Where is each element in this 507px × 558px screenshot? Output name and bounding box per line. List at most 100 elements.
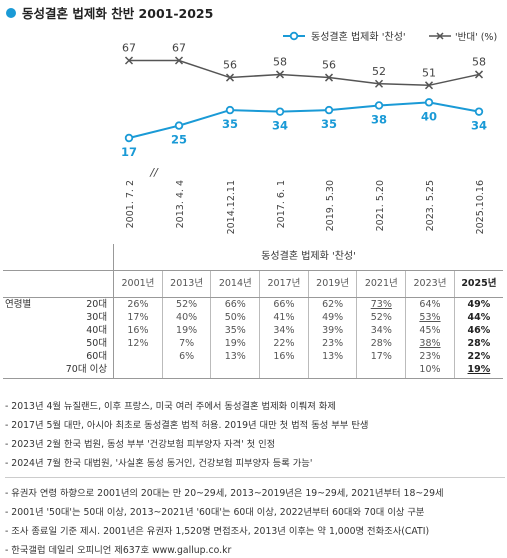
notes-divider <box>5 477 505 478</box>
page-title-text: 동성결혼 법제화 찬반 2001-2025 <box>22 6 214 21</box>
table-cell: 49% <box>453 297 503 311</box>
data-label-support: 35 <box>222 117 238 131</box>
note-line: - 2023년 2월 한국 법원, 동성 부부 '건강보험 피부양자 자격' 첫… <box>5 439 276 450</box>
table-cell: 38% <box>405 337 455 350</box>
data-label-oppose: 51 <box>422 66 436 79</box>
table-cell: 16% <box>113 324 163 337</box>
data-point-support <box>275 107 285 116</box>
x-tick-label: 2021. 5.20 <box>375 180 386 231</box>
note-line: - 2024년 7월 한국 대법원, '사실혼 동성 동거인, 건강보험 피부양… <box>5 458 313 469</box>
line-chart: 동성결혼 법제화 '찬성' '반대' (%) 17 25 35 34 35 38 40 34 67 6… <box>121 30 497 234</box>
table-cell: 28% <box>356 337 406 350</box>
table-cell: 22% <box>259 337 309 350</box>
note-line: - 2017년 5월 대만, 아시아 최초로 동성결혼 법적 허용. 2019년… <box>5 420 369 431</box>
data-point-support <box>225 105 235 115</box>
table-row-label: 70대 이상 <box>51 363 114 379</box>
data-point-oppose <box>324 73 334 82</box>
data-label-support: 34 <box>272 119 288 133</box>
data-label-oppose: 56 <box>322 59 336 72</box>
table-year-header: 2025년 <box>453 270 503 298</box>
axis-break-symbol: // <box>149 166 159 179</box>
title-bullet-icon <box>6 7 16 18</box>
footnote-line: - 조사 종료일 기준 제시. 2001년은 유권자 1,520명 면접조사, … <box>5 526 430 537</box>
table-cell: 22% <box>453 350 503 363</box>
table-row-label: 60대 <box>86 351 108 362</box>
x-tick-label: 2013. 4. 4 <box>175 180 186 228</box>
table-year-header: 2019년 <box>307 270 357 298</box>
data-label-support: 34 <box>471 119 487 133</box>
note-line: - 2013년 4월 뉴질랜드, 이후 프랑스, 미국 여러 주에서 동성결혼 … <box>5 401 336 412</box>
table-cell <box>307 363 357 379</box>
x-tick-label: 2001. 7. 2 <box>125 180 136 228</box>
table-row-group-label <box>3 324 52 337</box>
table-cell: 64% <box>405 297 455 311</box>
data-point-oppose <box>275 70 285 79</box>
table-cell: 52% <box>161 297 211 311</box>
footnote-line: - 2001년 '50대'는 50대 이상, 2013~2021년 '60대'는… <box>5 507 425 518</box>
table-cell <box>259 363 309 379</box>
table-cell: 17% <box>113 311 163 324</box>
x-tick-label: 2014.12.11 <box>226 180 237 234</box>
table-cell: 28% <box>453 337 503 350</box>
table-cell: 19% <box>210 337 260 350</box>
data-label-support: 35 <box>321 117 337 131</box>
table-cell: 13% <box>307 350 357 363</box>
table-cell: 40% <box>161 311 211 324</box>
data-point-oppose <box>225 73 235 82</box>
table-cell: 23% <box>405 350 455 363</box>
table-cell: 34% <box>356 324 406 337</box>
table-cell <box>113 363 163 379</box>
data-label-support: 38 <box>371 112 387 126</box>
table-cell: 19% <box>453 363 503 379</box>
data-point-support <box>124 133 134 143</box>
table-row-group-label: 연령별 <box>5 299 32 310</box>
data-point-oppose <box>124 56 134 65</box>
x-tick-label: 2019. 5.30 <box>325 180 336 231</box>
data-label-oppose: 52 <box>372 65 386 78</box>
legend-marker-oppose <box>436 32 444 40</box>
table-year-header: 2013년 <box>161 270 211 298</box>
table-row-group-label <box>3 311 52 324</box>
table-cell: 26% <box>113 297 163 311</box>
table-cell: 19% <box>161 324 211 337</box>
page-title: 동성결혼 법제화 찬반 2001-2025 <box>6 3 213 22</box>
x-tick-label: 2023. 5.25 <box>425 180 436 231</box>
series-line-oppose <box>129 59 480 87</box>
table-year-header: 2023년 <box>405 270 455 298</box>
notes-section: - 2013년 4월 뉴질랜드, 이후 프랑스, 미국 여러 주에서 동성결혼 … <box>5 397 505 558</box>
data-label-oppose: 58 <box>273 55 287 68</box>
table-cell: 44% <box>453 311 503 324</box>
table-row-label: 40대 <box>86 325 108 336</box>
table-year-header: 2014년 <box>210 270 260 298</box>
table-cell: 50% <box>210 311 260 324</box>
data-label-oppose: 58 <box>472 55 486 68</box>
data-point-oppose <box>474 70 484 79</box>
footnote-line: - 유권자 연령 하향으로 2001년의 20대는 만 20~29세, 2013… <box>5 488 444 499</box>
table-cell <box>113 350 163 363</box>
table-row-group-label <box>3 337 52 350</box>
table-cell: 73% <box>356 297 406 311</box>
series-line-support <box>128 101 480 139</box>
data-point-oppose <box>424 81 434 90</box>
data-label-oppose: 67 <box>172 42 186 55</box>
legend-label-oppose: '반대' (%) <box>455 32 497 43</box>
table-cell: 34% <box>259 324 309 337</box>
table-cell: 49% <box>307 311 357 324</box>
data-point-support <box>424 98 434 107</box>
table-row-group-label <box>3 350 52 363</box>
table-cell: 66% <box>259 297 309 311</box>
table-row-label: 20대 <box>86 299 108 310</box>
table-cell: 39% <box>307 324 357 337</box>
data-point-support <box>324 105 334 115</box>
age-breakdown-table: 동성결혼 법제화 '찬성' 2001년 2013년 2014년 2017년 2019년 20… <box>3 244 503 379</box>
x-tick-label: 2017. 6. 1 <box>276 180 287 228</box>
legend-label-support: 동성결혼 법제화 '찬성' <box>311 30 406 43</box>
table-group-header: 동성결혼 법제화 '찬성' <box>113 244 503 271</box>
data-label-support: 25 <box>171 133 187 147</box>
data-label-oppose: 67 <box>122 42 136 55</box>
table-cell: 17% <box>356 350 406 363</box>
data-point-oppose <box>374 79 384 88</box>
table-cell: 13% <box>210 350 260 363</box>
table-cell: 7% <box>161 337 211 350</box>
table-cell <box>161 363 211 379</box>
